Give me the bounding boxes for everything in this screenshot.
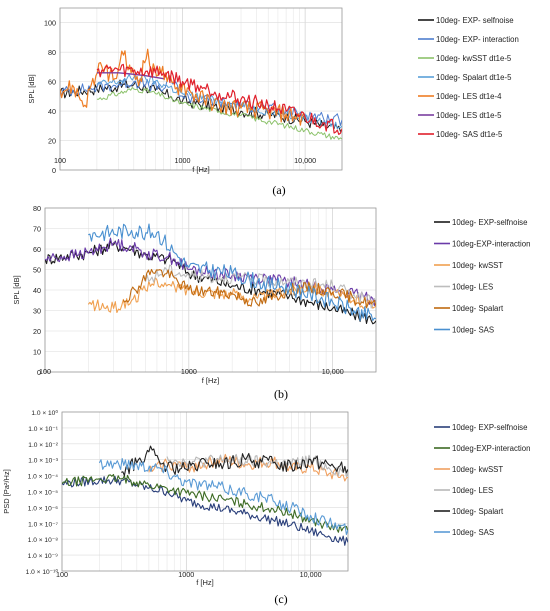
legend-entry: 10deg-EXP-interaction <box>452 444 530 453</box>
series-line <box>98 458 348 536</box>
chart-panel-a: 0 20 40 60 80 100 100 1000 10,000 f [Hz] SPL [dB] 1… <box>27 7 519 175</box>
caption-b: (b) <box>274 387 288 401</box>
y-tick-label: 100 <box>44 19 56 28</box>
y-tick-label: 80 <box>33 204 41 213</box>
x-tick-label: 100 <box>39 367 51 376</box>
x-axis-label: f [Hz] <box>196 578 214 587</box>
y-axis-label: PSD [Pa²/Hz] <box>2 469 11 514</box>
legend-entry: 10deg- EXP- selfnoise <box>436 16 514 25</box>
legend-entry: 10deg- kwSST <box>452 261 503 270</box>
y-tick-label: 1.0 × 10⁻⁶ <box>28 505 58 512</box>
x-axis-label: f [Hz] <box>192 165 210 174</box>
y-tick-label: 1.0 × 10⁻¹ <box>28 426 58 433</box>
y-tick-label: 1.0 × 10⁻⁵ <box>28 490 58 497</box>
caption-a: (a) <box>272 183 285 197</box>
legend-entry: 10deg- SAS <box>452 326 494 335</box>
y-tick-label: 1.0 × 10⁻² <box>28 442 58 449</box>
plot-frame <box>61 411 349 572</box>
x-tick-label: 100 <box>54 156 66 165</box>
y-tick-label: 20 <box>48 137 56 146</box>
series-line <box>96 87 342 140</box>
x-tick-label: 100 <box>56 570 68 579</box>
y-tick-label: 1.0 × 10⁻⁹ <box>28 553 58 560</box>
x-axis-label: f [Hz] <box>202 376 220 385</box>
legend-entry: 10deg- SAS dt1e-5 <box>436 130 503 139</box>
legend-entry: 10deg- Spalart <box>452 507 504 516</box>
series-line <box>144 264 376 309</box>
series-line <box>122 268 376 309</box>
legend-entry: 10deg- LES dt1e-4 <box>436 92 502 101</box>
legend-entry: 10deg- EXP- interaction <box>436 35 519 44</box>
y-tick-label: 40 <box>48 107 56 116</box>
series-line <box>88 223 376 322</box>
y-tick-label: 80 <box>48 48 56 57</box>
y-tick-label: 30 <box>33 307 41 316</box>
legend-entry: 10deg- Spalart dt1e-5 <box>436 73 512 82</box>
legend-entry: 10deg- SAS <box>452 528 494 537</box>
legend-entry: 10deg- LES <box>452 283 493 292</box>
legend-entry: 10deg- kwSST dt1e-5 <box>436 54 512 63</box>
caption-c: (c) <box>274 592 287 606</box>
y-tick-label: 20 <box>33 327 41 336</box>
legend-entry: 10deg- Spalart <box>452 304 504 313</box>
x-tick-label: 10,000 <box>322 367 344 376</box>
series-line <box>121 445 348 477</box>
y-tick-label: 40 <box>33 286 41 295</box>
y-tick-label: 60 <box>48 78 56 87</box>
series-line <box>166 453 348 478</box>
y-tick-label: 1.0 × 10⁻⁷ <box>28 521 58 528</box>
legend-entry: 10deg- EXP-selfnoise <box>452 423 527 432</box>
y-tick-label: 10 <box>33 348 41 357</box>
series-line <box>96 63 342 135</box>
series-line <box>60 74 342 126</box>
x-tick-label: 1000 <box>178 570 194 579</box>
y-tick-label: 50 <box>33 266 41 275</box>
legend-entry: 10deg-EXP-interaction <box>452 240 530 249</box>
y-axis-label: SPL [dB] <box>12 275 21 304</box>
y-tick-label: 1.0 × 10⁰ <box>31 409 58 417</box>
series-line <box>148 453 348 482</box>
legend-entry: 10deg- EXP-selfnoise <box>452 218 527 227</box>
y-tick-label: 0 <box>52 166 56 175</box>
y-tick-label: 0 <box>37 368 41 377</box>
legend-entry: 10deg- LES <box>452 486 493 495</box>
plot-frame <box>44 207 377 373</box>
y-tick-label: 1.0 × 10⁻⁴ <box>28 474 58 481</box>
series-line <box>62 475 348 546</box>
y-tick-label: 1.0 × 10⁻¹⁰ <box>26 568 59 576</box>
y-tick-label: 70 <box>33 225 41 234</box>
x-tick-label: 1000 <box>181 367 197 376</box>
chart-panel-c: 1.0 × 10⁰ 1.0 × 10⁻¹ 1.0 × 10⁻² 1.0 × 10⁻³ 1… <box>2 409 530 587</box>
x-tick-label: 10,000 <box>294 156 316 165</box>
y-tick-label: 60 <box>33 245 41 254</box>
legend-entry: 10deg- kwSST <box>452 465 503 474</box>
y-axis-label: SPL [dB] <box>27 74 36 103</box>
y-tick-label: 1.0 × 10⁻⁸ <box>28 537 58 544</box>
chart-panel-b: 0 10 20 30 40 50 60 70 80 100 1000 10,000 f [Hz] SPL … <box>12 204 530 385</box>
legend-entry: 10deg- LES dt1e-5 <box>436 111 502 120</box>
x-tick-label: 10,000 <box>300 570 322 579</box>
x-tick-label: 1000 <box>175 156 191 165</box>
y-tick-label: 1.0 × 10⁻³ <box>28 458 58 465</box>
